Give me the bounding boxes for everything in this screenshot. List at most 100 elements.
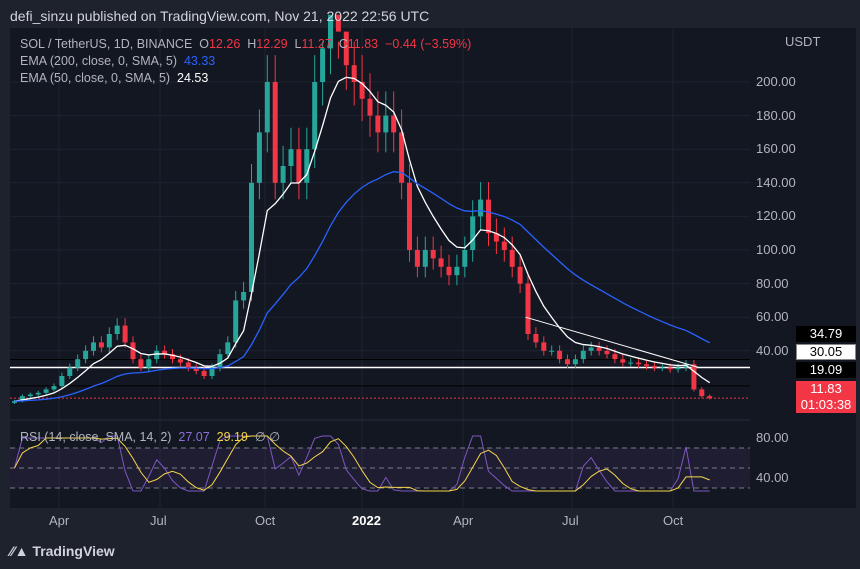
ema50-legend[interactable]: EMA (50, close, 0, SMA, 5) 24.53 xyxy=(20,71,208,85)
candle-body xyxy=(375,115,381,133)
rsi-ma-line xyxy=(14,435,710,492)
candle-body xyxy=(422,250,428,267)
candle-body xyxy=(335,14,341,32)
candle-body xyxy=(707,396,713,399)
chart-pane[interactable] xyxy=(10,28,750,508)
y-tick-label: 40.00 xyxy=(756,342,789,358)
x-tick-label: Apr xyxy=(49,513,70,528)
candle-body xyxy=(383,115,389,133)
rsi-line xyxy=(14,435,710,492)
logo-icon: ⁄⁄▲ xyxy=(10,543,33,559)
candle-body xyxy=(249,182,254,292)
candle-body xyxy=(146,359,152,368)
y-tick-label: 140.00 xyxy=(756,174,796,190)
x-tick-label: Jul xyxy=(150,513,167,528)
last-price: 11.83 xyxy=(810,381,842,396)
ema200-line xyxy=(14,171,710,402)
candle-body xyxy=(501,241,507,250)
ema50-line xyxy=(14,76,711,402)
candle-body xyxy=(185,362,191,368)
x-tick-label: Jul xyxy=(562,513,579,528)
candle-body xyxy=(154,350,160,360)
candle-body xyxy=(414,250,420,267)
candle-body xyxy=(67,367,73,376)
candle-body xyxy=(296,149,302,183)
candle-body xyxy=(106,334,112,348)
candle-body xyxy=(114,325,120,334)
y-tick-label: 200.00 xyxy=(756,74,796,89)
candle-body xyxy=(699,389,705,397)
candle-body xyxy=(391,115,397,133)
candle-body xyxy=(288,149,294,166)
candle-body xyxy=(280,166,286,183)
candle-body xyxy=(83,350,89,360)
candle-body xyxy=(478,199,484,217)
price-tag-resistance: 34.79 xyxy=(796,326,856,342)
na-value: ∅ xyxy=(269,430,281,444)
close-value: 11.83 xyxy=(347,37,379,51)
candle-body xyxy=(659,367,665,369)
candle-body xyxy=(328,14,333,49)
open-label: O xyxy=(199,37,209,51)
trendline xyxy=(525,316,700,369)
candle-body xyxy=(43,389,49,393)
candle-body xyxy=(470,216,476,250)
candle-body xyxy=(493,233,499,242)
candle-body xyxy=(430,250,436,259)
rsi-tick-label: 40.00 xyxy=(756,470,789,485)
y-tick-label: 160.00 xyxy=(756,141,796,157)
rsi-legend[interactable]: RSI (14, close, SMA, 14, 2) 27.07 29.19 … xyxy=(20,429,280,444)
candle-body xyxy=(359,82,365,99)
candle-body xyxy=(651,365,657,368)
open-value: 12.26 xyxy=(208,37,241,51)
candle-body xyxy=(225,342,231,355)
candle-body xyxy=(509,250,515,267)
bar-countdown: 01:03:38 xyxy=(800,397,852,412)
candle-body xyxy=(675,367,681,370)
candle-body xyxy=(667,367,673,370)
candle-body xyxy=(596,347,602,351)
candle-body xyxy=(177,359,183,363)
ema200-legend[interactable]: EMA (200, close, 0, SMA, 5) 43.33 xyxy=(20,54,215,68)
candle-body xyxy=(217,354,223,368)
candle-body xyxy=(12,401,17,403)
candle-body xyxy=(98,342,104,348)
tradingview-logo[interactable]: ⁄⁄▲ TradingView xyxy=(10,543,115,559)
candle-body xyxy=(59,376,65,387)
publisher-line: defi_sinzu published on TradingView.com,… xyxy=(10,8,430,24)
candle-body xyxy=(138,359,144,368)
candle-body xyxy=(557,350,563,360)
candle-body xyxy=(628,362,634,364)
x-tick-label: Oct xyxy=(663,513,684,528)
low-value: 11.27 xyxy=(301,37,332,51)
symbol-legend: SOL / TetherUS, 1D, BINANCE O12.26 H12.2… xyxy=(20,37,471,51)
candle-body xyxy=(549,350,555,352)
candle-body xyxy=(541,342,547,351)
candle-body xyxy=(304,149,310,183)
rsi-value: 27.07 xyxy=(178,430,210,444)
candle-body xyxy=(312,82,318,150)
candle-body xyxy=(691,364,697,390)
candle-body xyxy=(19,396,25,402)
x-tick-label: Apr xyxy=(453,513,474,528)
x-tick-label: 2022 xyxy=(352,513,381,528)
candle-body xyxy=(454,266,460,276)
candle-body xyxy=(407,182,412,250)
price-tag-support: 30.05 xyxy=(796,344,856,360)
candle-body xyxy=(580,350,586,360)
candle-body xyxy=(517,266,523,284)
rsi-tick-label: 80.00 xyxy=(756,430,789,445)
price-axis[interactable] xyxy=(750,28,856,508)
candle-body xyxy=(264,82,270,133)
ema200-label: EMA (200, close, 0, SMA, 5) xyxy=(20,54,178,68)
na-value: ∅ xyxy=(254,430,266,444)
candle-body xyxy=(170,354,175,360)
ema50-label: EMA (50, close, 0, SMA, 5) xyxy=(20,71,171,85)
candle-body xyxy=(644,364,649,366)
candle-body xyxy=(91,342,96,351)
symbol-label[interactable]: SOL / TetherUS, 1D, BINANCE xyxy=(20,37,193,51)
candle-body xyxy=(256,132,262,183)
candle-body xyxy=(612,354,618,360)
y-tick-label: 80.00 xyxy=(756,275,789,291)
candle-body xyxy=(604,350,610,355)
